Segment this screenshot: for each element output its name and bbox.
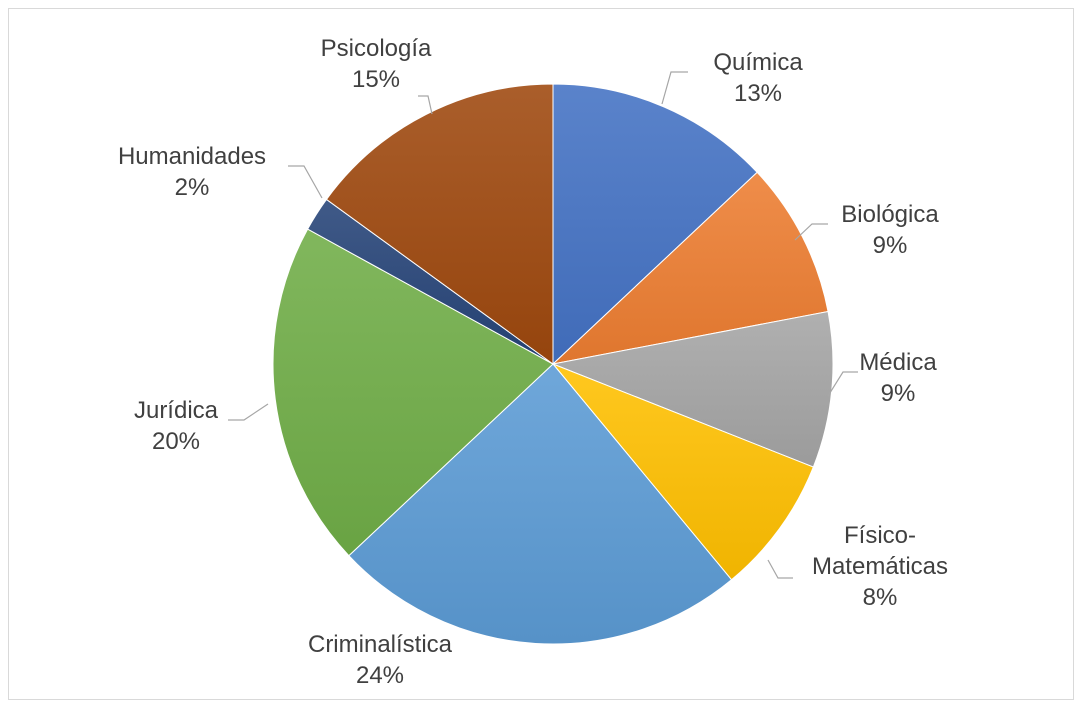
pie-slice-fisico-matematicas [552,363,814,581]
leader-line-medica [827,371,858,397]
data-label-fisico-matematicas: Físico-Matemáticas 8% [812,522,948,611]
pie-slice-criminalistica [348,363,733,645]
leader-line-biologica [794,223,828,241]
pie-slice-quimica [552,83,758,366]
slices-layer [272,83,834,645]
pie-slice-biologica [551,171,829,365]
labels-layer: Química 13% Biológica 9% Médica 9% Físico-Mate… [118,35,948,689]
leader-line-quimica [661,71,688,105]
data-label-psicologia: Psicología 15% [321,35,432,93]
leader-line-juridica [228,403,269,421]
data-label-quimica: Química 13% [713,49,803,107]
data-label-medica: Médica 9% [859,349,937,407]
data-label-humanidades: Humanidades 2% [118,143,266,201]
leader-line-psicologia [418,95,433,115]
pie-slice-psicologia [325,83,554,365]
leader-line-fisico-matematicas [767,559,793,579]
data-label-criminalistica: Criminalística 24% [308,631,453,689]
leader-line-humanidades [288,165,323,199]
data-label-biologica: Biológica 9% [841,201,939,259]
data-label-juridica: Jurídica 20% [134,397,219,455]
pie-slice-juridica [272,228,554,557]
leader-lines-layer [228,71,858,579]
